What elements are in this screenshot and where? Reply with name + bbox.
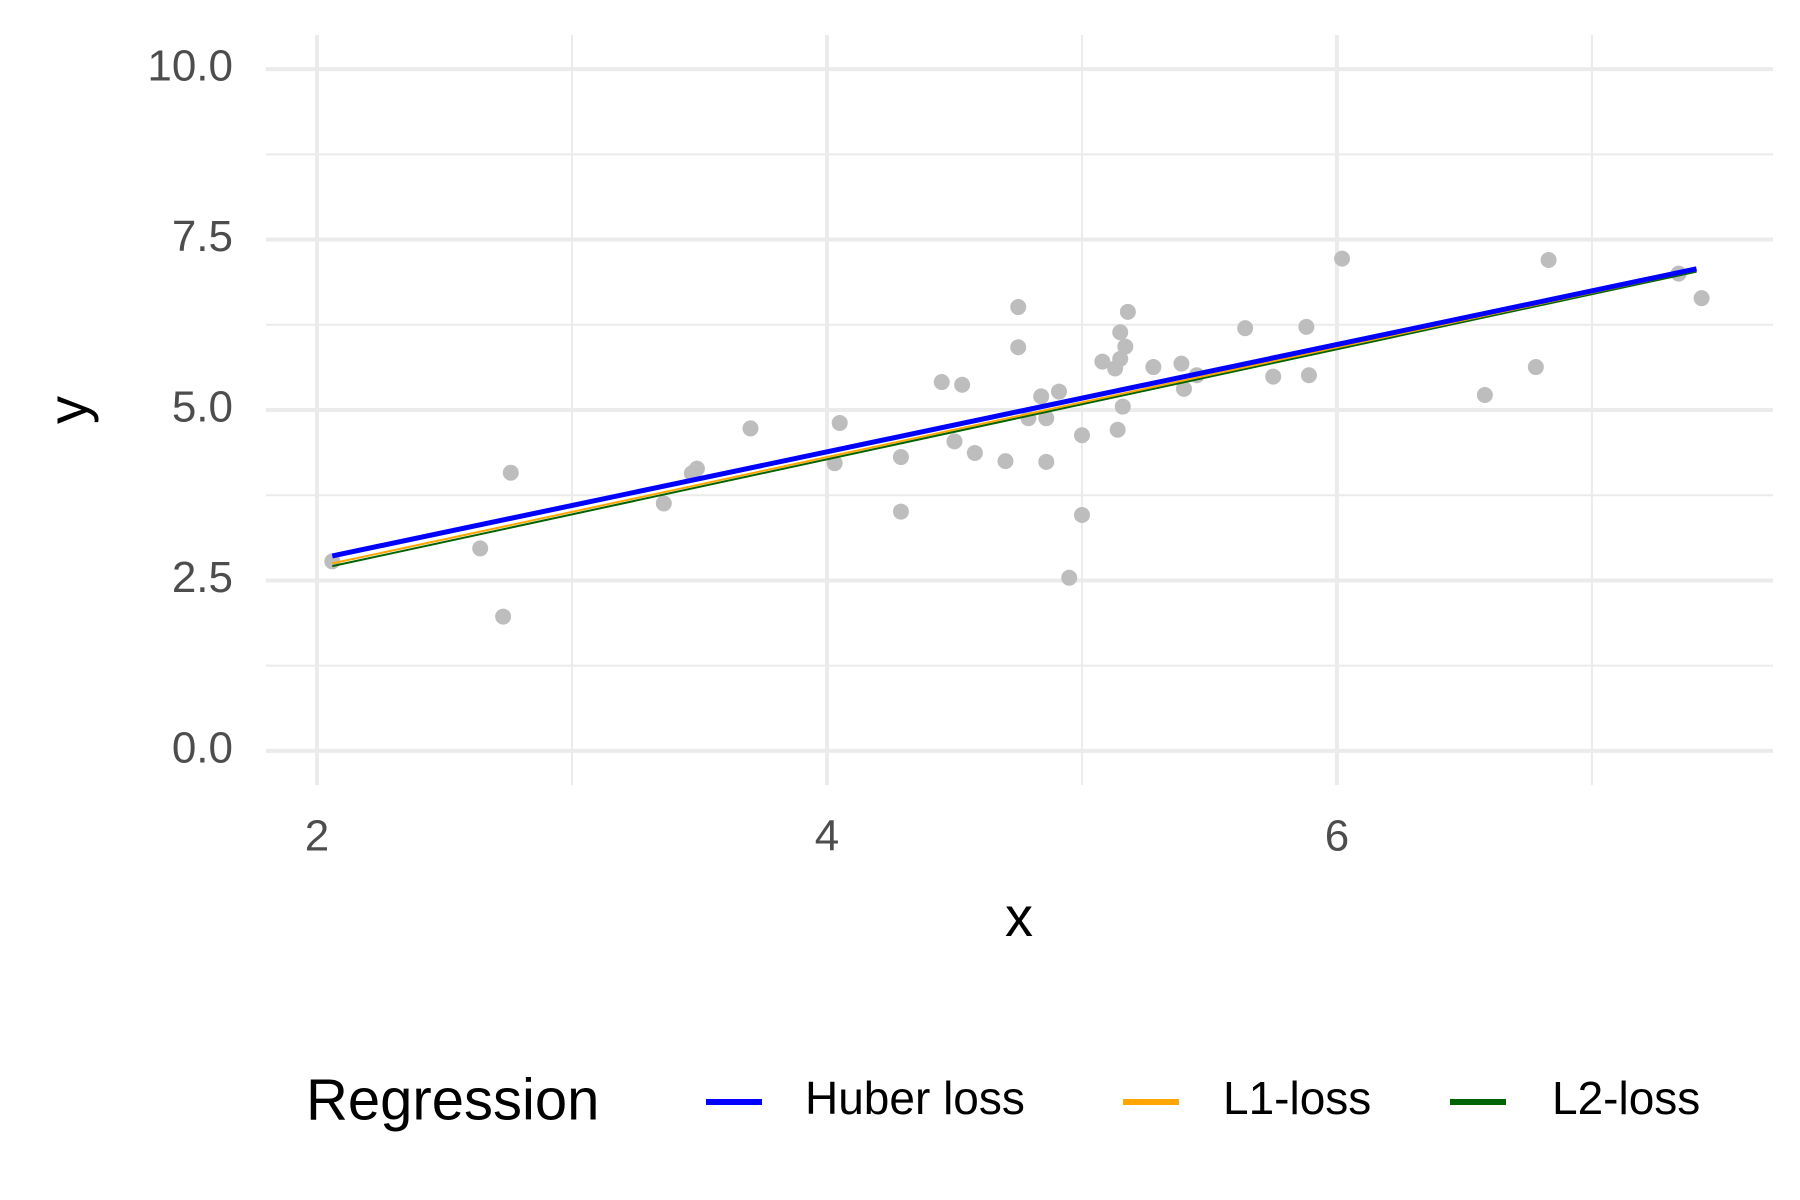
legend-title: Regression (306, 1067, 599, 1132)
x-tick-label: 4 (815, 812, 839, 861)
y-tick-label: 0.0 (172, 724, 233, 773)
point (933, 374, 950, 391)
point (1010, 299, 1027, 316)
point (1298, 318, 1315, 335)
point (1265, 368, 1282, 385)
point (1527, 359, 1544, 376)
point (997, 453, 1014, 470)
point (954, 376, 971, 393)
point (1300, 367, 1317, 384)
point (1073, 507, 1090, 523)
legend: Regression Huber loss L1-loss L2-loss (306, 1067, 1700, 1132)
point (688, 460, 705, 477)
x-tick-label: 2 (305, 812, 329, 861)
point (472, 540, 489, 557)
point (655, 495, 672, 512)
y-tick-label: 2.5 (172, 553, 233, 602)
point (831, 414, 848, 431)
legend-label: Huber loss (805, 1072, 1025, 1124)
point (742, 420, 759, 437)
y-axis-title: y (36, 396, 99, 424)
point (1145, 359, 1162, 376)
point (1476, 387, 1493, 403)
point (1693, 290, 1710, 307)
point (1094, 353, 1111, 370)
point (1173, 355, 1190, 372)
point (1051, 383, 1068, 400)
y-tick-label: 10.0 (147, 42, 233, 91)
point (1117, 338, 1134, 355)
y-tick-label: 5.0 (172, 383, 233, 432)
point (1237, 320, 1254, 337)
regression-line (331, 266, 1698, 559)
point (1010, 339, 1027, 356)
point (1112, 324, 1129, 341)
point (1109, 421, 1126, 438)
y-tick-label: 7.5 (172, 212, 233, 261)
point (892, 449, 909, 466)
point (1038, 453, 1055, 470)
x-axis-title: x (1005, 885, 1033, 948)
marks (324, 250, 1710, 625)
point (1061, 569, 1078, 586)
point (1540, 252, 1557, 268)
x-tick-label: 6 (1325, 812, 1349, 861)
point (1334, 250, 1351, 267)
point (1112, 350, 1129, 367)
regression-line (332, 270, 1697, 568)
point (1119, 303, 1136, 320)
point (502, 464, 519, 481)
point (1033, 388, 1050, 405)
point (1073, 427, 1090, 444)
point (966, 444, 983, 461)
point (1175, 380, 1192, 397)
point (1114, 398, 1131, 415)
point (1038, 410, 1055, 427)
point (946, 433, 963, 450)
legend-label: L1-loss (1223, 1072, 1371, 1124)
legend-label: L2-loss (1552, 1072, 1700, 1124)
point (892, 503, 909, 520)
point (495, 608, 512, 625)
